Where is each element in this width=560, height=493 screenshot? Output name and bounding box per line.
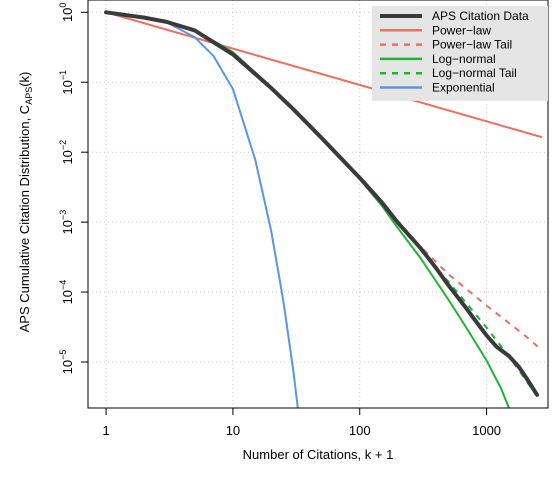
y-tick-label: 10−5 xyxy=(58,350,75,375)
x-tick-label: 1 xyxy=(102,423,109,438)
series-line-exponential xyxy=(105,11,299,408)
y-tick-label-base: 10 xyxy=(60,220,75,234)
y-tick-label-exponent: −1 xyxy=(58,70,68,80)
y-tick-label: 10−4 xyxy=(58,280,75,305)
y-tick-label-base: 10 xyxy=(60,360,75,374)
y-tick-label: 10−1 xyxy=(58,70,75,95)
legend-label-exponential: Exponential xyxy=(432,81,495,95)
y-tick-label-exponent: −5 xyxy=(58,350,68,360)
y-tick-label-base: 10 xyxy=(60,150,75,164)
y-tick-label-base: 10 xyxy=(60,8,75,22)
legend-box xyxy=(372,6,548,101)
y-axis-title: APS Cumulative Citation Distribution, CA… xyxy=(17,72,34,333)
y-tick-label-base: 10 xyxy=(60,80,75,94)
plot-frame xyxy=(87,0,549,409)
y-tick-label-base: 10 xyxy=(60,290,75,304)
legend-label-log-normal-tail: Log−normal Tail xyxy=(432,66,517,80)
x-axis: 1 10 100 1000 xyxy=(102,408,501,438)
legend-label-log-normal: Log−normal xyxy=(432,52,496,66)
series-line-power-law-tail xyxy=(358,177,542,351)
x-tick-label: 1000 xyxy=(472,423,501,438)
series-lines xyxy=(104,10,543,408)
y-tick-label: 10−2 xyxy=(58,140,75,165)
y-tick-label-exponent: −4 xyxy=(58,280,68,290)
y-tick-label: 100 xyxy=(58,3,75,22)
series-line-power-law xyxy=(105,11,543,138)
x-tick-label: 100 xyxy=(349,423,371,438)
y-axis-title-suffix: (k) xyxy=(17,72,32,87)
y-axis-title-main: APS Cumulative Citation Distribution, C xyxy=(17,105,32,333)
legend-label-power-law: Power−law xyxy=(432,23,491,37)
x-axis-title: Number of Citations, k + 1 xyxy=(243,447,394,462)
x-tick-label: 10 xyxy=(226,423,240,438)
legend-label-aps-citation-data: APS Citation Data xyxy=(432,9,529,23)
legend-label-power-law-tail: Power−law Tail xyxy=(432,38,512,52)
y-tick-label-exponent: 0 xyxy=(58,3,68,8)
y-tick-label: 10−3 xyxy=(58,210,75,235)
y-axis-title-subscript: APS xyxy=(24,87,34,105)
y-tick-label-exponent: −2 xyxy=(58,140,68,150)
y-tick-label-exponent: −3 xyxy=(58,210,68,220)
series-line-aps-citation-data xyxy=(104,10,540,397)
